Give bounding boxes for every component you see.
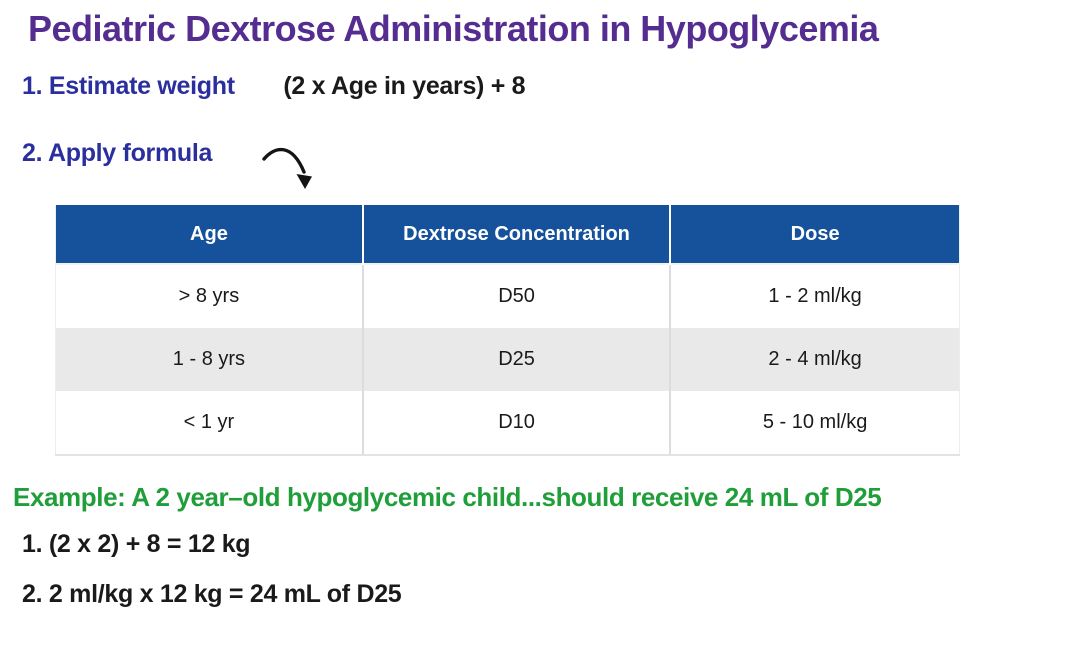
page-title: Pediatric Dextrose Administration in Hyp… [28,8,879,49]
cell-dose: 5 - 10 ml/kg [669,391,960,456]
cell-age: 1 - 8 yrs [55,328,363,391]
example-step-1: 1. (2 x 2) + 8 = 12 kg [22,530,251,558]
example-heading: Example: A 2 year–old hypoglycemic child… [13,482,882,512]
cell-concentration: D10 [361,391,671,456]
table-row: < 1 yr D10 5 - 10 ml/kg [55,391,960,456]
cell-age: < 1 yr [55,391,363,456]
cell-age: > 8 yrs [55,263,363,328]
table-header-row: Age Dextrose Concentration Dose [55,205,960,264]
step-1-label: 1. Estimate weight [22,72,235,100]
example-step-2: 2. 2 ml/kg x 12 kg = 24 mL of D25 [22,580,402,608]
dextrose-dose-table: Age Dextrose Concentration Dose > 8 yrs … [55,205,960,456]
table-header-dextrose-concentration: Dextrose Concentration [361,205,671,264]
cell-concentration: D50 [361,263,671,328]
table-header-age: Age [55,205,363,264]
step-1-formula: (2 x Age in years) + 8 [283,72,526,100]
table-row: 1 - 8 yrs D25 2 - 4 ml/kg [55,328,960,391]
table-header-dose: Dose [669,205,960,264]
cell-dose: 1 - 2 ml/kg [669,263,960,328]
cell-dose: 2 - 4 ml/kg [669,328,960,391]
step-2-line: 2. Apply formula [22,139,212,168]
curved-arrow-icon [262,147,312,189]
table-row: > 8 yrs D50 1 - 2 ml/kg [55,263,960,328]
step-1-line: 1. Estimate weight (2 x Age in years) + … [22,72,526,101]
step-2-label: 2. Apply formula [22,139,213,167]
cell-concentration: D25 [361,328,671,391]
